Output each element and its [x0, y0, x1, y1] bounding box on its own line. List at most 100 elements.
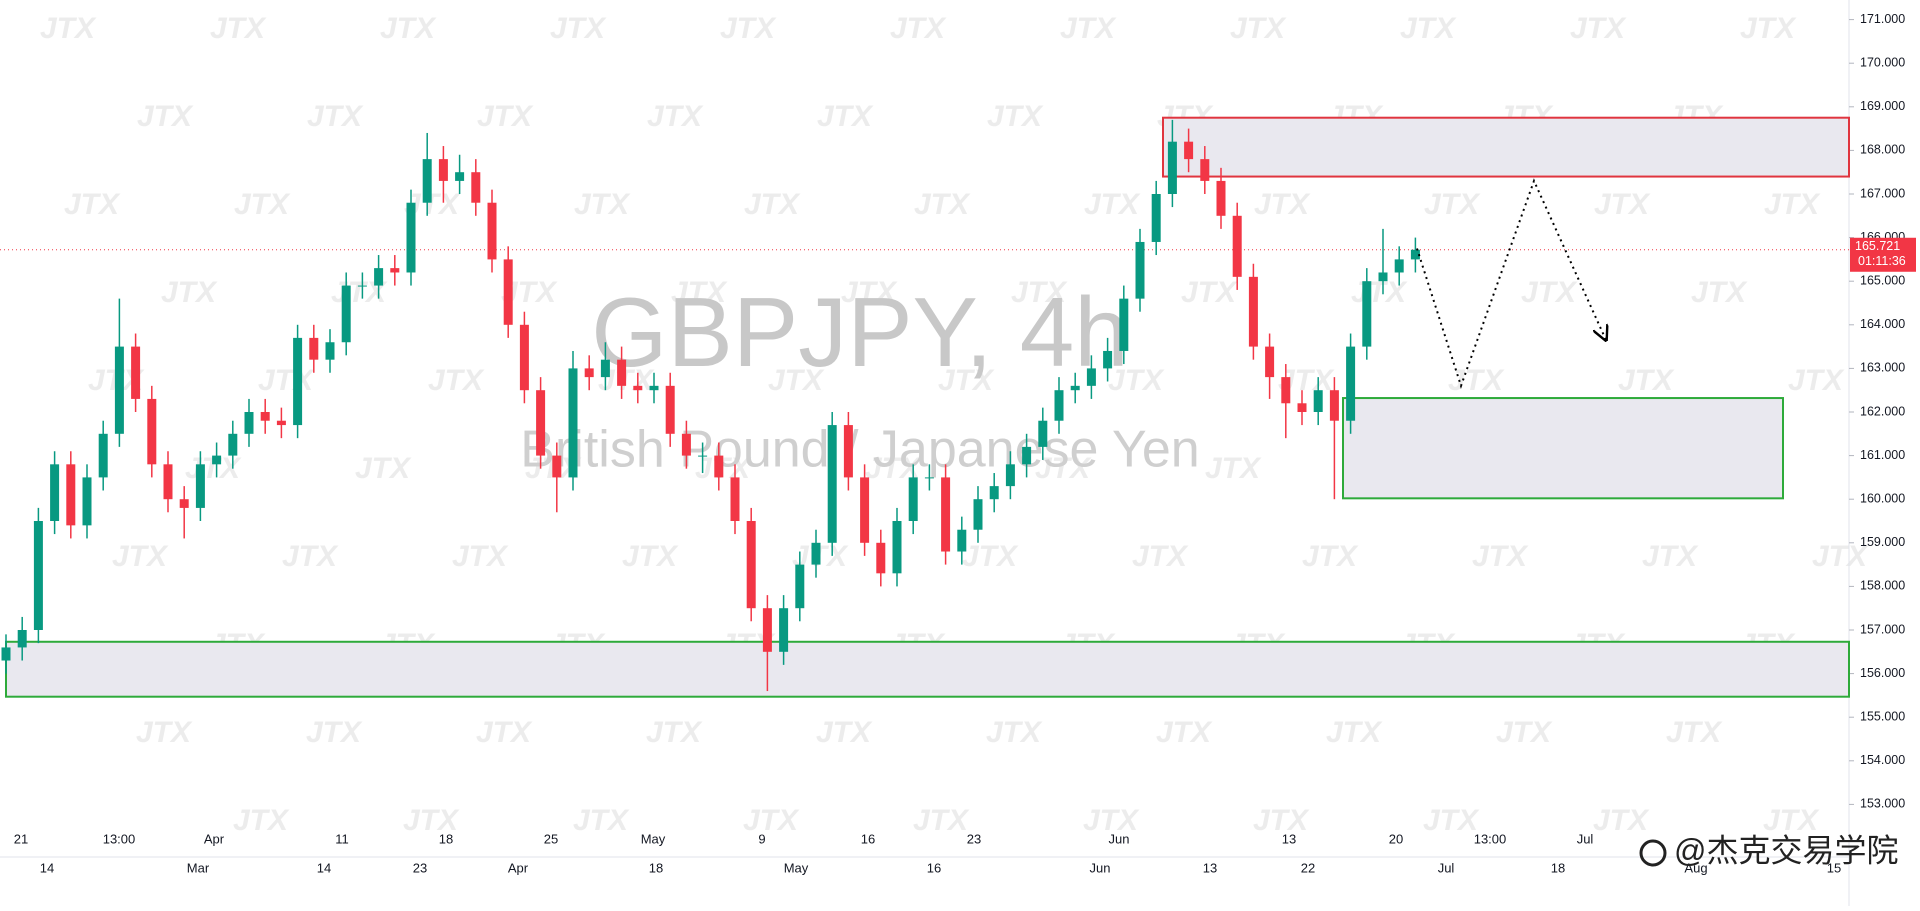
candle-body [1394, 259, 1404, 273]
watermark: JTX [1666, 716, 1723, 749]
watermark: JTX [1230, 12, 1287, 45]
candle-body [924, 477, 934, 479]
y-tick-label: 169.000 [1860, 99, 1905, 113]
watermark: JTX [816, 716, 873, 749]
x-tick-label: Mar [187, 860, 210, 875]
candle-body [617, 359, 627, 386]
candle-body [66, 464, 76, 526]
watermark: JTX [1400, 12, 1457, 45]
watermark: JTX [233, 804, 290, 837]
candle-body [309, 337, 319, 360]
y-tick-label: 155.000 [1860, 709, 1905, 723]
watermark: JTX [1083, 804, 1140, 837]
zone [5, 640, 1850, 698]
candle-body [422, 159, 432, 203]
watermark: JTX [550, 12, 607, 45]
candle-body [1005, 464, 1015, 487]
watermark: JTX [1424, 188, 1481, 221]
x-tick-label: Apr [508, 860, 529, 875]
candle-body [1119, 298, 1129, 351]
watermark: JTX [890, 12, 947, 45]
candle-body [1362, 281, 1372, 347]
candle-body [131, 346, 141, 399]
watermark: JTX [1691, 276, 1748, 309]
x-tick-label: 18 [439, 831, 453, 846]
candle-body [147, 398, 157, 465]
y-tick-label: 165.000 [1860, 273, 1905, 287]
y-tick-label: 157.000 [1860, 622, 1905, 636]
watermark: JTX [986, 716, 1043, 749]
watermark: JTX [1764, 188, 1821, 221]
watermark: JTX [1132, 540, 1189, 573]
x-tick-label: 23 [967, 831, 981, 846]
watermark: JTX [841, 276, 898, 309]
candle-body [228, 433, 238, 456]
watermark: JTX [646, 716, 703, 749]
candle-body [1086, 368, 1096, 386]
candle-body [1070, 385, 1080, 391]
x-tick-label: May [641, 831, 666, 846]
x-tick-label: 9 [758, 831, 765, 846]
x-tick-label: Jun [1090, 860, 1111, 875]
candle-body [114, 346, 124, 434]
candle-body [212, 455, 222, 465]
candle-body [795, 564, 805, 609]
candle-body [179, 499, 189, 508]
x-tick-label: Jul [1577, 831, 1594, 846]
candle-body [293, 337, 303, 426]
candle-body [876, 542, 886, 574]
watermark: JTX [1593, 804, 1650, 837]
candle-body [584, 368, 594, 378]
x-tick-label: 18 [649, 860, 663, 875]
x-tick-label: 25 [544, 831, 558, 846]
watermark: JTX [1812, 540, 1869, 573]
watermark: JTX [1011, 276, 1068, 309]
candle-body [1103, 350, 1113, 369]
watermark: JTX [210, 12, 267, 45]
candle-body [1313, 390, 1323, 412]
candle-body [536, 390, 546, 456]
candle-body [843, 425, 853, 478]
watermark: JTX [1035, 452, 1092, 485]
watermark: JTX [1253, 804, 1310, 837]
x-tick-label: 16 [927, 860, 941, 875]
watermark: JTX [1302, 540, 1359, 573]
candle-body [552, 455, 562, 478]
candle-body [98, 433, 108, 478]
candle-body [519, 324, 529, 391]
watermark: JTX [137, 100, 194, 133]
watermark: JTX [987, 100, 1044, 133]
x-tick-label: 13:00 [1474, 831, 1507, 846]
candle-body [1184, 141, 1194, 160]
x-tick-label: Aug [1684, 860, 1707, 875]
candle-body [649, 385, 659, 391]
candle-body [471, 172, 481, 203]
x-tick-label: 22 [1301, 860, 1315, 875]
candle-body [1410, 249, 1420, 260]
watermark: JTX [938, 364, 995, 397]
watermark: JTX [914, 188, 971, 221]
x-tick-label: 13:00 [103, 831, 136, 846]
candle-body [892, 521, 902, 574]
watermark: JTX [1618, 364, 1675, 397]
watermark: JTX [428, 364, 485, 397]
watermark: JTX [258, 364, 315, 397]
y-tick-label: 162.000 [1860, 404, 1905, 418]
candle-body [779, 608, 789, 652]
x-tick-label: 20 [1389, 831, 1403, 846]
watermark: JTX [573, 804, 630, 837]
candle-body [406, 202, 416, 273]
watermark: JTX [40, 12, 97, 45]
watermark: JTX [1205, 452, 1262, 485]
candle-body [860, 477, 870, 543]
y-tick-label: 156.000 [1860, 666, 1905, 680]
watermark: JTX [1108, 364, 1165, 397]
candle-body [941, 477, 951, 552]
watermark: JTX [403, 804, 460, 837]
candle-body [1297, 403, 1307, 412]
y-tick-label: 168.000 [1860, 143, 1905, 157]
watermark: JTX [64, 188, 121, 221]
brand: @杰克交易学院 [1674, 832, 1899, 868]
x-tick-label: 21 [14, 831, 28, 846]
